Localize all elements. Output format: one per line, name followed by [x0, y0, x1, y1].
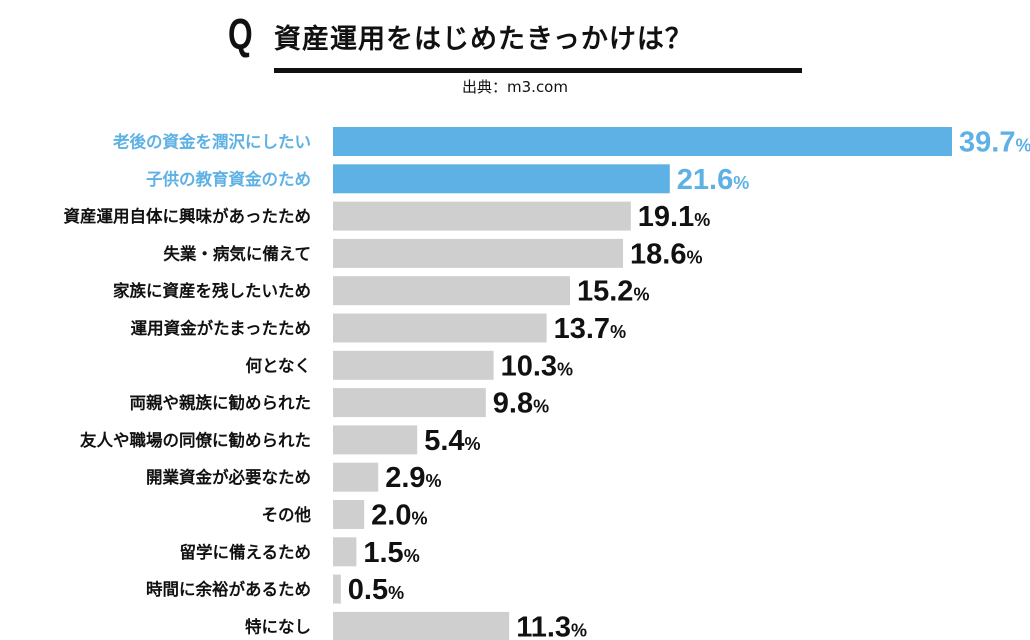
- category-label: 留学に備えるため: [179, 542, 311, 562]
- category-label: 特になし: [245, 616, 311, 636]
- value-number: 5.4: [424, 425, 464, 457]
- category-label: 開業資金が必要なため: [146, 467, 311, 487]
- value-unit: %: [686, 247, 702, 267]
- bar-chart: 老後の資金を潤沢にしたい 39.7% 子供の教育資金のため 21.6% 資産運用自体に興…: [64, 127, 1030, 640]
- value-number: 2.0: [371, 500, 411, 532]
- bar: [333, 238, 624, 268]
- bar: [333, 611, 510, 640]
- value-label: 13.7%: [554, 313, 626, 345]
- value-label: 0.5%: [348, 574, 404, 606]
- value-label: 5.4%: [424, 425, 480, 457]
- q-mark: Q: [228, 10, 253, 59]
- value-label: 21.6%: [677, 164, 749, 196]
- title-underline: [274, 68, 802, 73]
- category-label: その他: [262, 505, 312, 525]
- bar: [333, 425, 418, 455]
- category-label: 運用資金がたまったため: [131, 318, 311, 338]
- value-unit: %: [1015, 136, 1030, 156]
- value-unit: %: [412, 509, 428, 529]
- value-number: 19.1: [638, 201, 694, 233]
- category-label: 時間に余裕があるため: [146, 579, 311, 599]
- value-label: 1.5%: [363, 537, 419, 569]
- bar: [333, 574, 341, 604]
- value-number: 2.9: [385, 462, 425, 494]
- value-number: 13.7: [554, 313, 610, 345]
- value-unit: %: [404, 546, 420, 566]
- value-label: 18.6%: [630, 238, 702, 270]
- value-number: 18.6: [630, 238, 686, 270]
- value-label: 11.3%: [516, 611, 587, 640]
- value-number: 9.8: [493, 388, 533, 420]
- category-label: 友人や職場の同僚に勧められた: [80, 430, 311, 450]
- value-label: 39.7%: [959, 127, 1030, 159]
- bar: [333, 388, 486, 418]
- value-unit: %: [533, 397, 549, 417]
- category-label: 資産運用自体に興味があったため: [64, 206, 312, 226]
- bar: [333, 276, 570, 306]
- bar: [333, 537, 357, 567]
- value-label: 10.3%: [501, 350, 573, 382]
- bar: [333, 462, 379, 492]
- category-label: 老後の資金を潤沢にしたい: [112, 132, 311, 152]
- value-unit: %: [694, 210, 710, 230]
- category-label: 両親や親族に勧められた: [130, 393, 312, 413]
- value-number: 21.6: [677, 164, 733, 196]
- value-number: 39.7: [959, 127, 1015, 159]
- bar: [333, 500, 365, 529]
- value-unit: %: [388, 583, 404, 603]
- value-unit: %: [610, 322, 626, 342]
- bar: [333, 350, 494, 380]
- value-number: 11.3: [516, 611, 571, 640]
- category-label: 何となく: [245, 355, 311, 375]
- value-unit: %: [633, 285, 649, 305]
- value-label: 9.8%: [493, 388, 549, 420]
- source-note: 出典：m3.com: [462, 78, 568, 96]
- value-label: 15.2%: [577, 276, 649, 308]
- value-unit: %: [557, 359, 573, 379]
- value-label: 19.1%: [638, 201, 710, 233]
- category-label: 子供の教育資金のため: [146, 169, 311, 189]
- value-unit: %: [465, 434, 481, 454]
- bar: [333, 201, 631, 231]
- value-number: 10.3: [501, 350, 557, 382]
- bar: [333, 127, 952, 156]
- value-number: 1.5: [363, 537, 403, 569]
- value-number: 0.5: [348, 574, 388, 606]
- category-label: 家族に資産を残したいため: [113, 281, 311, 301]
- value-unit: %: [571, 620, 587, 640]
- category-label: 失業・病気に備えて: [163, 243, 311, 263]
- value-unit: %: [426, 471, 442, 491]
- value-unit: %: [733, 173, 749, 193]
- value-label: 2.9%: [385, 462, 441, 494]
- value-label: 2.0%: [371, 500, 427, 532]
- value-number: 15.2: [577, 276, 633, 308]
- title-block: Q 資産運用をはじめたきっかけは？: [228, 10, 808, 73]
- bar: [333, 313, 547, 343]
- chart-title: 資産運用をはじめたきっかけは？: [274, 24, 693, 55]
- bar: [333, 164, 670, 194]
